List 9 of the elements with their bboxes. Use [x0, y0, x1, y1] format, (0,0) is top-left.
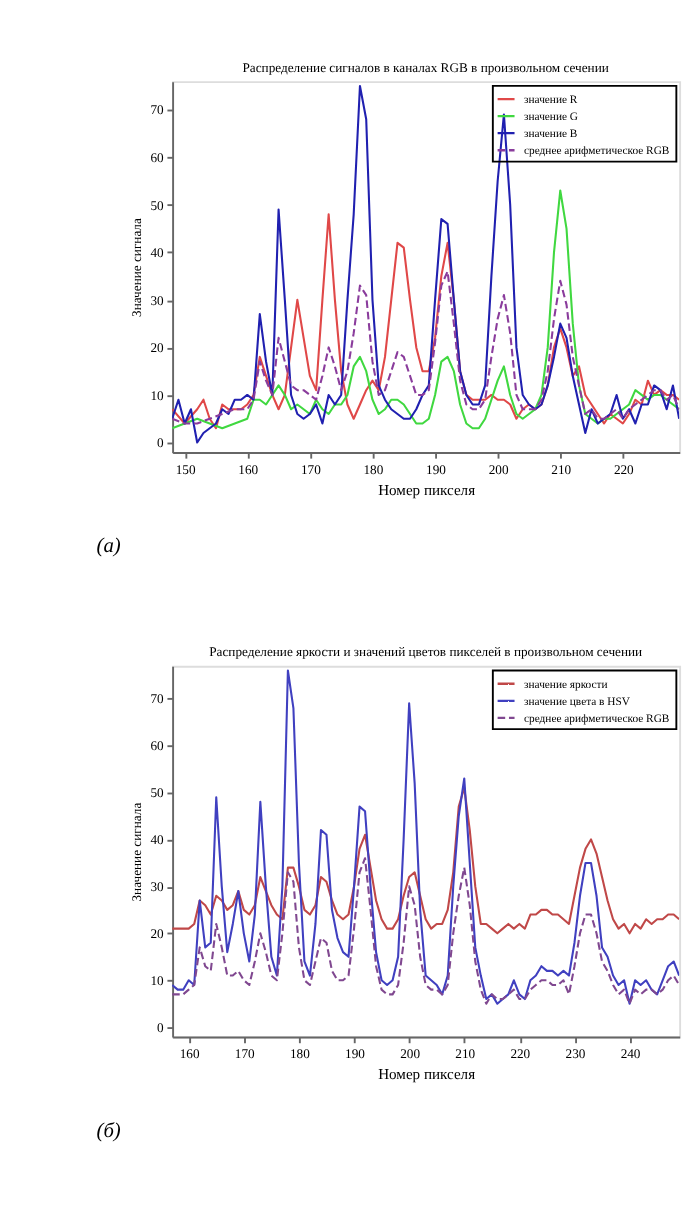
- line-series: [172, 669, 680, 1005]
- line-series: [172, 857, 680, 1005]
- text: (а): [96, 536, 122, 559]
- x-axis-title: Номер пикселя: [378, 480, 477, 499]
- text: (б): [96, 1120, 122, 1143]
- line-series: [172, 270, 680, 425]
- line-series: [172, 84, 680, 444]
- line-series: [172, 786, 680, 935]
- x-axis-title: Номер пикселя: [378, 1065, 477, 1084]
